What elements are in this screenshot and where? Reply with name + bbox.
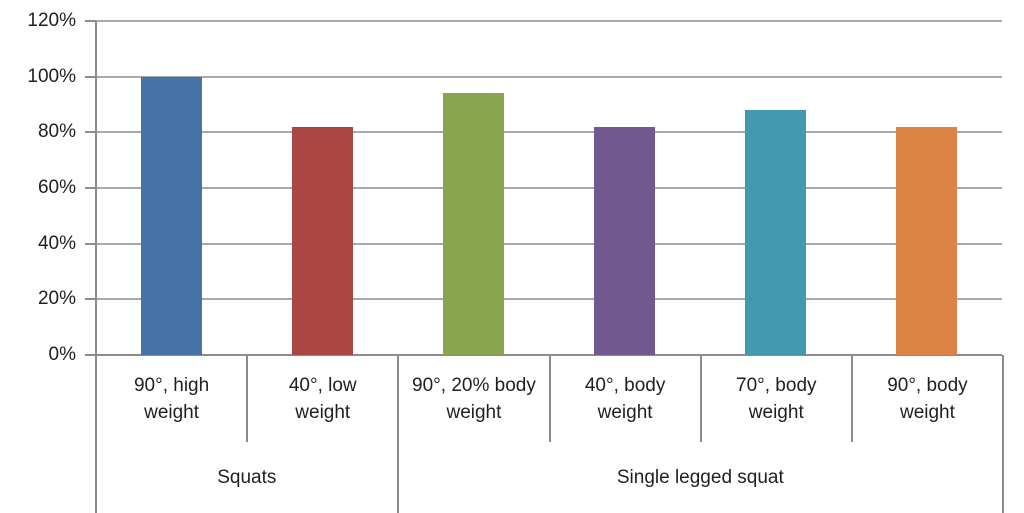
y-axis-tick [85, 354, 96, 356]
y-axis-tick-label: 120% [27, 10, 76, 31]
category-label: 90°, body weight [887, 374, 968, 423]
bar-5 [745, 110, 806, 355]
y-axis-tick-label: 100% [27, 65, 76, 87]
category-axis-table: 90°, high weight 40°, low weight 90°, 20% … [95, 355, 1004, 513]
plot-area [96, 20, 1002, 356]
category-label: 90°, 20% body weight [399, 355, 551, 442]
y-axis-tick [85, 131, 96, 134]
category-label: 40°, low weight [248, 355, 400, 442]
category-label: 40°, body weight [551, 355, 702, 442]
category-label-row: 90°, high weight 40°, low weight 90°, 20% … [97, 355, 1002, 442]
gridline [96, 187, 1002, 189]
y-axis-tick-label: 60% [37, 177, 76, 198]
bar-4 [594, 126, 655, 355]
category-group-row: Squats Single legged squat [97, 442, 1002, 513]
gridline [96, 242, 1002, 245]
y-axis-tick-label: 40% [37, 232, 76, 254]
bar-3 [443, 93, 504, 355]
gridline [96, 131, 1002, 134]
y-axis-line [95, 21, 97, 355]
category-group-label: Single legged squat [616, 466, 784, 488]
y-axis-tick [85, 75, 96, 78]
y-axis-tick-label: 20% [37, 288, 76, 310]
y-axis-tick [85, 187, 96, 189]
y-axis-tick [85, 242, 96, 245]
y-axis-tick-label: 80% [37, 121, 76, 143]
y-axis-tick [85, 20, 96, 22]
bar-1 [141, 76, 202, 355]
category-label: 70°, body weight [702, 355, 853, 442]
bar-6 [896, 126, 957, 355]
category-group-label: Squats [97, 442, 399, 513]
y-axis-tick-label: 0% [48, 344, 76, 365]
category-label: 90°, high weight [97, 355, 249, 442]
bar-2 [292, 126, 353, 355]
y-axis-tick [85, 298, 96, 301]
gridline [96, 75, 1002, 78]
gridline [96, 20, 1002, 22]
gridline [96, 298, 1002, 301]
